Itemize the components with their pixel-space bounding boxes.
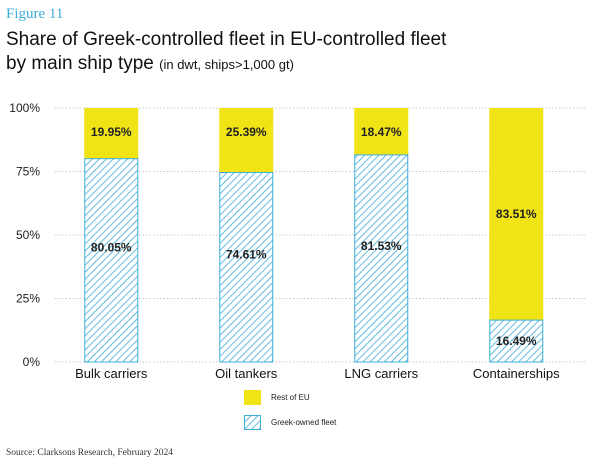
y-tick-label: 50% — [16, 228, 40, 242]
data-label-rest-of-eu-lng-carriers: 18.47% — [361, 125, 402, 139]
x-tick-label-bulk-carriers: Bulk carriers — [75, 366, 148, 381]
y-tick-label: 75% — [16, 165, 40, 179]
x-tick-label-containerships: Containerships — [473, 366, 560, 381]
data-label-rest-of-eu-oil-tankers: 25.39% — [226, 125, 267, 139]
y-tick-label: 25% — [16, 292, 40, 306]
x-tick-label-oil-tankers: Oil tankers — [215, 366, 278, 381]
legend-label-greek-owned: Greek-owned fleet — [271, 418, 337, 427]
bar-greek-owned-oil-tankers — [219, 171, 274, 363]
y-tick-label: 0% — [23, 355, 41, 369]
bar-greek-owned-bulk-carriers — [84, 158, 139, 363]
stacked-bar-chart: 0% 25% 50% 75% 100% 80.05% 19.95% 74.61% 25.39%… — [9, 101, 585, 381]
title-line2: by main ship type — [6, 53, 154, 74]
data-label-greek-owned-oil-tankers: 74.61% — [226, 248, 267, 262]
data-label-greek-owned-bulk-carriers: 80.05% — [91, 241, 132, 255]
source-note: Source: Clarksons Research, February 202… — [6, 448, 174, 458]
bar-rest-of-eu-bulk-carriers — [84, 108, 139, 159]
legend-label-rest-of-eu: Rest of EU — [271, 393, 310, 402]
title-main: Share of Greek-controlled fleet in EU-co… — [6, 29, 447, 50]
figure-label: Figure 11 — [6, 6, 64, 22]
data-label-greek-owned-containerships: 16.49% — [496, 334, 537, 348]
legend-swatch-greek-owned — [244, 415, 261, 430]
bar-greek-owned-lng-carriers — [354, 154, 409, 363]
legend-item-rest-of-eu: Rest of EU — [244, 390, 444, 406]
bar-greek-owned-containerships — [489, 319, 544, 363]
bar-rest-of-eu-oil-tankers — [219, 108, 274, 173]
data-label-rest-of-eu-containerships: 83.51% — [496, 207, 537, 221]
data-label-rest-of-eu-bulk-carriers: 19.95% — [91, 125, 132, 139]
bars — [84, 108, 544, 363]
data-label-greek-owned-lng-carriers: 81.53% — [361, 239, 402, 253]
chart-title: Share of Greek-controlled fleet in EU-co… — [6, 28, 446, 77]
legend-swatch-rest-of-eu — [244, 390, 261, 405]
x-tick-label-lng-carriers: LNG carriers — [344, 366, 418, 381]
title-subtitle: (in dwt, ships>1,000 gt) — [159, 57, 294, 72]
bar-rest-of-eu-containerships — [489, 108, 544, 321]
x-axis: Bulk carriers Oil tankers LNG carriers Cont… — [75, 366, 560, 381]
y-axis: 0% 25% 50% 75% 100% — [9, 101, 40, 369]
legend-item-greek-owned: Greek-owned fleet — [244, 415, 444, 431]
y-tick-label: 100% — [9, 101, 40, 115]
data-labels: 80.05% 19.95% 74.61% 25.39% 81.53% 18.47% 16.4… — [91, 125, 537, 348]
bar-rest-of-eu-lng-carriers — [354, 108, 409, 155]
